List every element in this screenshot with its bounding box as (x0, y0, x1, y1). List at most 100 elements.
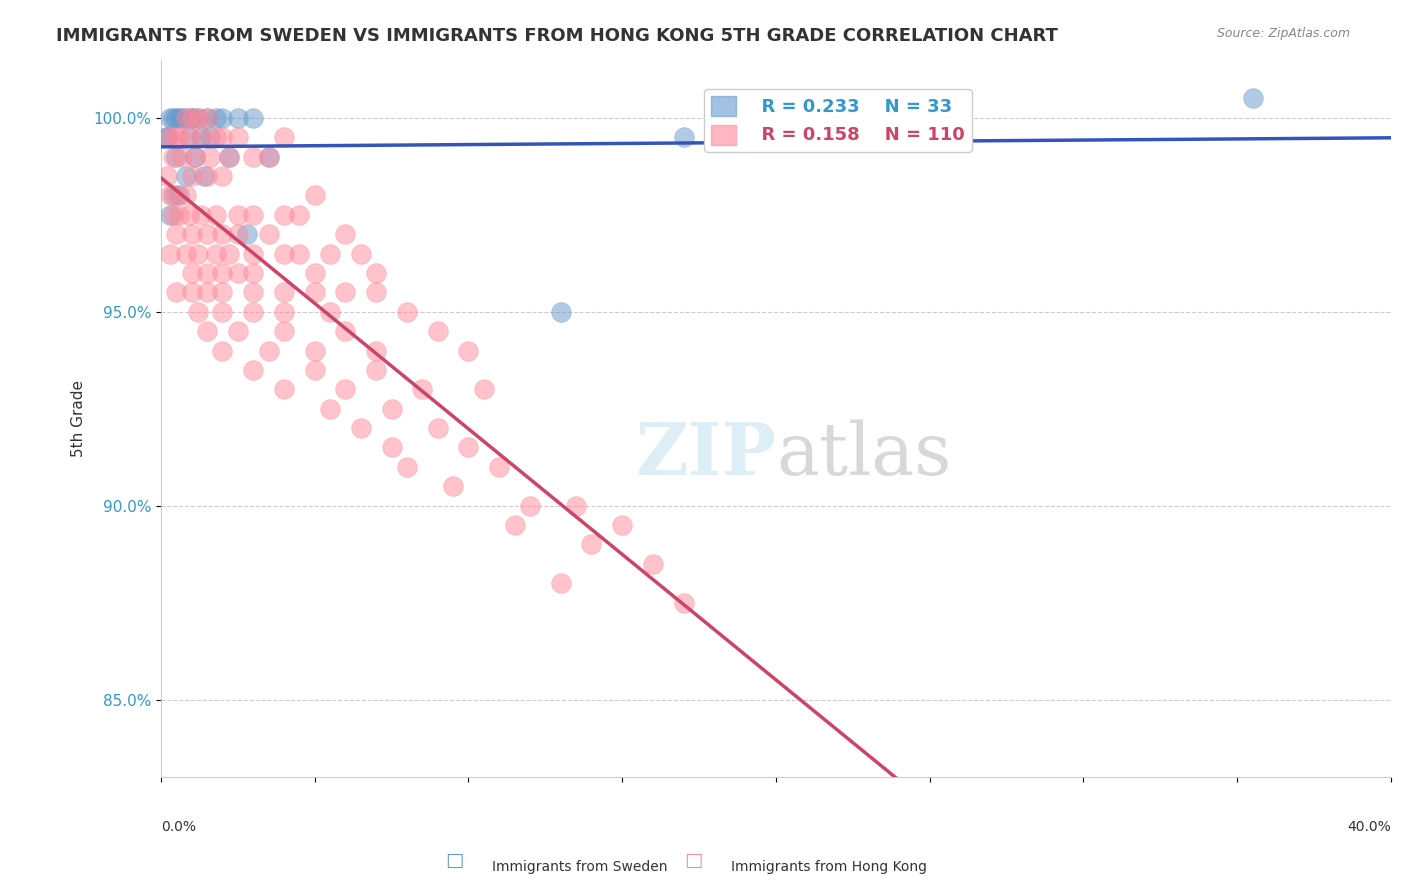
Point (257, 150, 280, 164)
Point (187, 304, 209, 318)
Point (257, 150, 280, 164)
Point (366, 363, 388, 377)
Text: atlas: atlas (776, 419, 952, 490)
Point (672, 596, 695, 610)
Point (304, 266, 326, 280)
Point (159, 246, 181, 260)
Point (180, 111, 202, 125)
Point (211, 227, 233, 241)
Point (159, 208, 181, 222)
Point (156, 130, 179, 145)
Point (550, 576, 572, 591)
Point (205, 208, 228, 222)
Point (226, 324, 249, 338)
Point (165, 150, 187, 164)
Point (242, 266, 264, 280)
Point (172, 150, 194, 164)
Point (162, 208, 184, 222)
Y-axis label: 5th Grade: 5th Grade (72, 380, 86, 457)
Point (180, 169, 202, 183)
Point (411, 382, 433, 396)
Point (174, 188, 197, 202)
Point (319, 401, 342, 416)
Point (177, 130, 200, 145)
Text: □: □ (446, 851, 464, 870)
Point (257, 227, 280, 241)
Point (195, 324, 218, 338)
Point (211, 285, 233, 300)
Point (198, 130, 221, 145)
Point (488, 459, 510, 474)
Point (211, 266, 233, 280)
Point (350, 421, 373, 435)
Text: □: □ (685, 851, 703, 870)
Point (273, 246, 295, 260)
Point (273, 382, 295, 396)
Legend:   R = 0.233    N = 33,   R = 0.158    N = 110: R = 0.233 N = 33, R = 0.158 N = 110 (704, 89, 972, 152)
Point (211, 130, 233, 145)
Point (319, 246, 342, 260)
Point (187, 111, 209, 125)
Point (441, 479, 464, 493)
Point (366, 343, 388, 358)
Point (211, 304, 233, 318)
Point (366, 285, 388, 300)
Point (304, 343, 326, 358)
Point (180, 111, 202, 125)
Point (273, 285, 295, 300)
Point (242, 304, 264, 318)
Point (457, 343, 479, 358)
Point (519, 499, 541, 513)
Point (242, 246, 264, 260)
Point (156, 169, 179, 183)
Point (319, 304, 342, 318)
Point (190, 130, 212, 145)
Point (162, 150, 184, 164)
Point (565, 499, 588, 513)
Point (159, 188, 181, 202)
Point (226, 130, 249, 145)
Point (205, 111, 228, 125)
Point (273, 130, 295, 145)
Point (180, 111, 202, 125)
Point (156, 130, 179, 145)
Point (211, 111, 233, 125)
Point (184, 150, 207, 164)
Point (366, 266, 388, 280)
Point (218, 150, 240, 164)
Point (169, 208, 191, 222)
Point (273, 208, 295, 222)
Point (205, 130, 228, 145)
Point (226, 208, 249, 222)
Text: 40.0%: 40.0% (1347, 821, 1391, 834)
Point (180, 266, 202, 280)
Point (180, 285, 202, 300)
Point (288, 246, 311, 260)
Point (165, 227, 187, 241)
Text: Immigrants from Sweden: Immigrants from Sweden (492, 860, 668, 874)
Point (457, 441, 479, 455)
Point (180, 227, 202, 241)
Text: 0.0%: 0.0% (160, 821, 195, 834)
Point (172, 111, 194, 125)
Point (350, 246, 373, 260)
Point (193, 169, 215, 183)
Point (612, 518, 634, 533)
Point (162, 188, 184, 202)
Point (165, 111, 187, 125)
Point (195, 169, 218, 183)
Point (169, 130, 191, 145)
Point (426, 324, 449, 338)
Point (242, 285, 264, 300)
Point (226, 111, 249, 125)
Point (174, 111, 197, 125)
Point (187, 246, 209, 260)
Point (177, 208, 200, 222)
Point (195, 111, 218, 125)
Point (165, 188, 187, 202)
Point (218, 150, 240, 164)
Point (304, 188, 326, 202)
Point (550, 304, 572, 318)
Point (169, 111, 191, 125)
Point (426, 421, 449, 435)
